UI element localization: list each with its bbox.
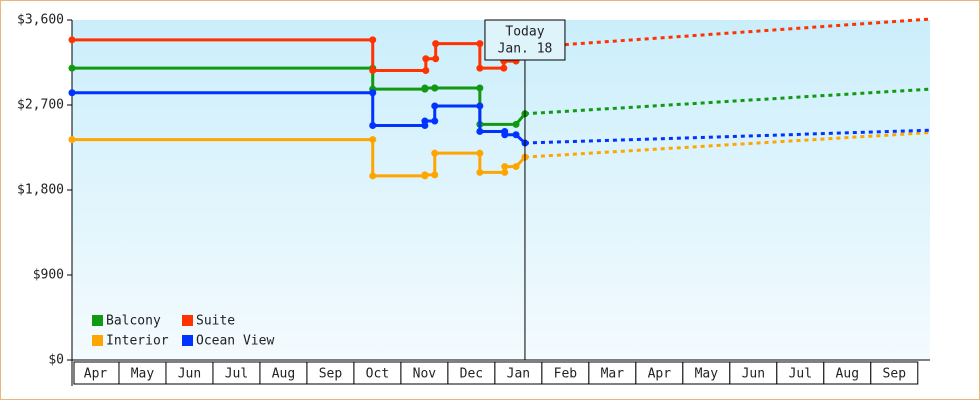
price-point	[500, 64, 508, 72]
price-point	[476, 149, 484, 157]
price-point	[431, 171, 439, 179]
price-point	[68, 89, 76, 97]
x-tick-label: Jun	[178, 367, 201, 382]
legend-label: Interior	[106, 334, 169, 349]
price-point	[512, 120, 520, 128]
x-tick-label: Nov	[413, 367, 437, 382]
price-point	[421, 171, 429, 179]
legend-swatch	[182, 315, 193, 326]
x-tick-label: Aug	[272, 367, 295, 382]
x-tick-label: Feb	[554, 367, 578, 382]
price-point	[431, 117, 439, 125]
price-point	[476, 64, 484, 72]
price-point	[422, 55, 430, 63]
price-point	[476, 168, 484, 176]
legend-swatch	[92, 335, 103, 346]
price-point	[512, 131, 520, 139]
price-point	[501, 168, 509, 176]
legend-swatch	[92, 315, 103, 326]
y-tick-label: $900	[33, 268, 64, 283]
x-tick-label: Sep	[883, 367, 907, 382]
x-tick-label: Apr	[648, 367, 672, 382]
price-point	[476, 84, 484, 92]
price-point	[68, 136, 76, 144]
x-tick-label: May	[131, 367, 155, 382]
y-tick-label: $3,600	[17, 13, 64, 28]
projection-line	[524, 17, 931, 49]
x-tick-label: Jul	[789, 367, 812, 382]
y-tick-label: $0	[48, 353, 64, 368]
price-point	[431, 149, 439, 157]
price-point	[68, 64, 76, 72]
price-point	[432, 55, 440, 63]
plot-area	[72, 20, 930, 360]
price-point	[68, 36, 76, 44]
price-point	[476, 40, 484, 48]
legend-label: Ocean View	[196, 334, 274, 349]
price-point	[501, 163, 509, 171]
price-point	[369, 67, 377, 75]
price-point	[431, 102, 439, 110]
price-point	[422, 67, 430, 75]
x-tick-label: Mar	[601, 367, 625, 382]
legend-label: Suite	[196, 314, 235, 329]
projection-line	[524, 87, 931, 116]
price-point	[431, 84, 439, 92]
price-point	[421, 117, 429, 125]
x-tick-cell	[870, 361, 919, 385]
price-point	[369, 172, 377, 180]
x-tick-label: Jan	[507, 367, 530, 382]
y-tick-label: $1,800	[17, 183, 64, 198]
x-tick-label: Jul	[225, 367, 248, 382]
price-point	[432, 40, 440, 48]
x-tick-label: Jun	[742, 367, 765, 382]
today-box	[484, 19, 566, 61]
price-point	[476, 102, 484, 110]
legend-swatch	[182, 335, 193, 346]
projection-line	[524, 128, 931, 145]
x-tick-label: Apr	[84, 367, 108, 382]
price-line	[72, 66, 527, 126]
price-point	[369, 89, 377, 97]
today-label: Today	[505, 25, 544, 40]
x-tick-label: Dec	[460, 367, 483, 382]
x-tick-label: Aug	[836, 367, 859, 382]
legend-label: Balcony	[106, 314, 161, 329]
price-point	[501, 131, 509, 139]
x-tick-label: Oct	[366, 367, 389, 382]
price-point	[369, 121, 377, 129]
price-point	[421, 84, 429, 92]
price-point	[476, 127, 484, 135]
projection-line	[524, 131, 931, 159]
y-tick-label: $2,700	[17, 98, 64, 113]
x-tick-label: May	[695, 367, 719, 382]
price-point	[369, 136, 377, 144]
price-point	[369, 36, 377, 44]
price-point	[512, 163, 520, 171]
x-tick-label: Sep	[319, 367, 343, 382]
today-label: Jan. 18	[498, 42, 553, 57]
